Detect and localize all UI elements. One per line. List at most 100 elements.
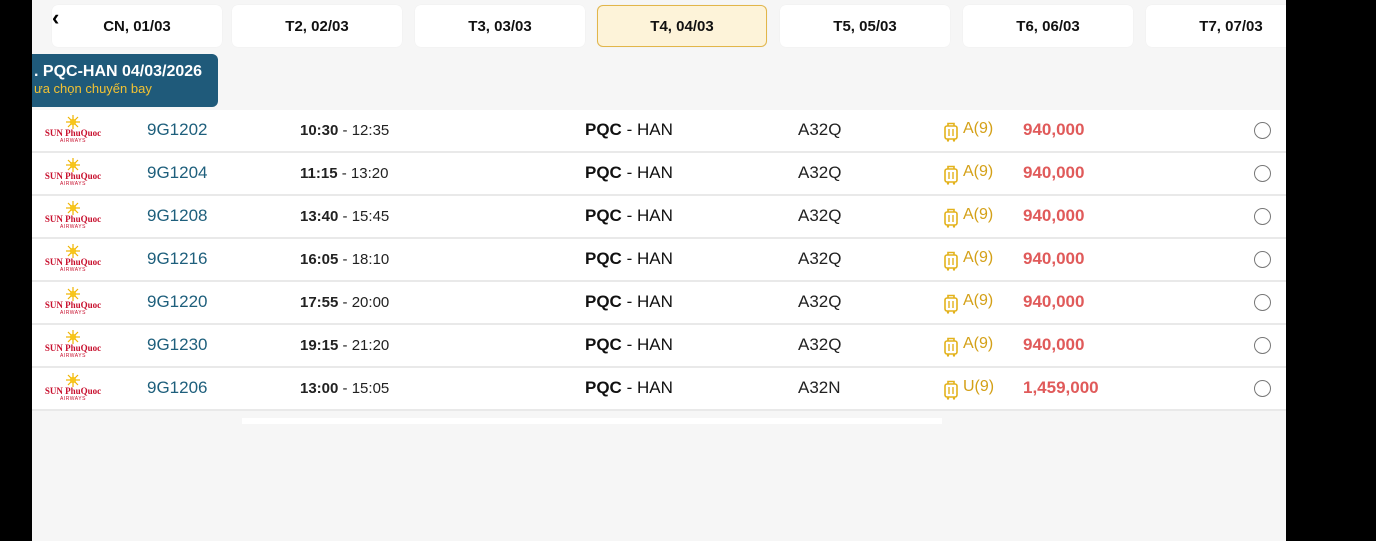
flight-times: 13:40 - 15:45 [300, 208, 390, 225]
date-tab-5[interactable]: T6, 06/03 [963, 5, 1133, 47]
airline-name: SUN PhuQuoc [44, 300, 102, 310]
flight-row[interactable]: SUN PhuQuoc AIRWAYS 9G1216 16:05 - 18:10… [32, 239, 1286, 282]
origin: PQC [585, 249, 622, 268]
luggage-icon [944, 380, 958, 400]
date-tab-1[interactable]: T2, 02/03 [232, 5, 402, 47]
flight-route: PQC - HAN [585, 163, 673, 182]
destination: HAN [636, 292, 673, 311]
date-tab-3-active[interactable]: T4, 04/03 [597, 5, 767, 47]
destination: HAN [636, 120, 673, 139]
flight-number: 9G1216 [147, 249, 208, 268]
sun-icon [66, 373, 80, 387]
flight-times: 11:15 - 13:20 [300, 165, 389, 182]
select-radio[interactable] [1254, 165, 1271, 182]
price: 940,000 [1023, 292, 1085, 311]
flight-number: 9G1220 [147, 292, 208, 311]
airline-name: SUN PhuQuoc [44, 128, 102, 138]
date-tab-0[interactable]: CN, 01/03 [52, 5, 222, 47]
sun-icon [66, 158, 80, 172]
flight-number: 9G1208 [147, 206, 208, 225]
date-tab-2[interactable]: T3, 03/03 [415, 5, 585, 47]
select-radio[interactable] [1254, 208, 1271, 225]
route-badge: . PQC-HAN 04/03/2026 ưa chọn chuyến bay [32, 54, 218, 107]
airline-sub: AIRWAYS [60, 353, 86, 359]
departure-time: 11:15 [300, 165, 338, 182]
flight-row[interactable]: SUN PhuQuoc AIRWAYS 9G1220 17:55 - 20:00… [32, 282, 1286, 325]
airline-sub: AIRWAYS [60, 267, 86, 273]
airline-sub: AIRWAYS [60, 181, 86, 187]
date-tab-4[interactable]: T5, 05/03 [780, 5, 950, 47]
flight-route: PQC - HAN [585, 206, 673, 225]
select-radio[interactable] [1254, 294, 1271, 311]
sun-phuquoc-logo-icon: SUN PhuQuoc AIRWAYS [40, 201, 106, 233]
flight-route: PQC - HAN [585, 120, 673, 139]
sun-icon [66, 287, 80, 301]
price: 940,000 [1023, 249, 1085, 268]
airline-sub: AIRWAYS [60, 310, 86, 316]
fare-class: A(9) [963, 163, 994, 180]
luggage-icon [944, 337, 958, 357]
flight-row[interactable]: SUN PhuQuoc AIRWAYS 9G1202 10:30 - 12:35… [32, 110, 1286, 153]
price: 940,000 [1023, 206, 1085, 225]
airline-name: SUN PhuQuoc [44, 343, 102, 353]
price: 1,459,000 [1023, 378, 1099, 397]
destination: HAN [636, 378, 673, 397]
sun-icon [66, 201, 80, 215]
luggage-icon [944, 251, 958, 271]
departure-time: 13:40 [300, 208, 339, 225]
luggage-icon [944, 165, 958, 185]
aircraft-type: A32Q [798, 120, 842, 139]
aircraft-type: A32Q [798, 292, 842, 311]
aircraft-type: A32Q [798, 249, 842, 268]
fare-class: A(9) [963, 120, 994, 137]
flight-row[interactable]: SUN PhuQuoc AIRWAYS 9G1230 19:15 - 21:20… [32, 325, 1286, 368]
origin: PQC [585, 206, 622, 225]
flight-times: 13:00 - 15:05 [300, 380, 390, 397]
price: 940,000 [1023, 335, 1085, 354]
origin: PQC [585, 120, 622, 139]
price: 940,000 [1023, 120, 1085, 139]
flight-number: 9G1202 [147, 120, 208, 139]
flight-number: 9G1230 [147, 335, 208, 354]
luggage-icon [944, 122, 958, 142]
airline-name: SUN PhuQuoc [44, 214, 102, 224]
select-radio[interactable] [1254, 251, 1271, 268]
airline-name: SUN PhuQuoc [44, 386, 102, 396]
flight-row[interactable]: SUN PhuQuoc AIRWAYS 9G1208 13:40 - 15:45… [32, 196, 1286, 239]
fare-class: U(9) [963, 378, 995, 395]
destination: HAN [636, 206, 673, 225]
sun-phuquoc-logo-icon: SUN PhuQuoc AIRWAYS [40, 373, 106, 405]
departure-time: 16:05 [300, 251, 339, 268]
select-radio[interactable] [1254, 380, 1271, 397]
origin: PQC [585, 163, 622, 182]
flight-route: PQC - HAN [585, 249, 673, 268]
select-radio[interactable] [1254, 337, 1271, 354]
airline-sub: AIRWAYS [60, 224, 86, 230]
flight-selection-panel: ‹ CN, 01/03 T2, 02/03 T3, 03/03 T4, 04/0… [32, 0, 1286, 541]
airline-name: SUN PhuQuoc [44, 257, 102, 267]
arrival-time: 15:05 [351, 380, 390, 397]
fare-class: A(9) [963, 335, 994, 352]
sun-phuquoc-logo-icon: SUN PhuQuoc AIRWAYS [40, 158, 106, 190]
flight-route: PQC - HAN [585, 378, 673, 397]
date-tab-6[interactable]: T7, 07/03 [1146, 5, 1286, 47]
flight-row[interactable]: SUN PhuQuoc AIRWAYS 9G1204 11:15 - 13:20… [32, 153, 1286, 196]
destination: HAN [636, 249, 673, 268]
flight-number: 9G1204 [147, 163, 208, 182]
departure-time: 13:00 [300, 380, 339, 397]
flight-route: PQC - HAN [585, 335, 673, 354]
arrival-time: 12:35 [351, 122, 390, 139]
select-radio[interactable] [1254, 122, 1271, 139]
destination: HAN [636, 163, 673, 182]
aircraft-type: A32Q [798, 206, 842, 225]
sun-icon [66, 115, 80, 129]
flight-times: 16:05 - 18:10 [300, 251, 390, 268]
sun-phuquoc-logo-icon: SUN PhuQuoc AIRWAYS [40, 287, 106, 319]
flight-row[interactable]: SUN PhuQuoc AIRWAYS 9G1206 13:00 - 15:05… [32, 368, 1286, 411]
chevron-left-icon[interactable]: ‹ [52, 5, 60, 30]
left-black-border [0, 0, 32, 541]
flight-route: PQC - HAN [585, 292, 673, 311]
origin: PQC [585, 378, 622, 397]
airline-sub: AIRWAYS [60, 138, 86, 144]
flight-times: 10:30 - 12:35 [300, 122, 390, 139]
